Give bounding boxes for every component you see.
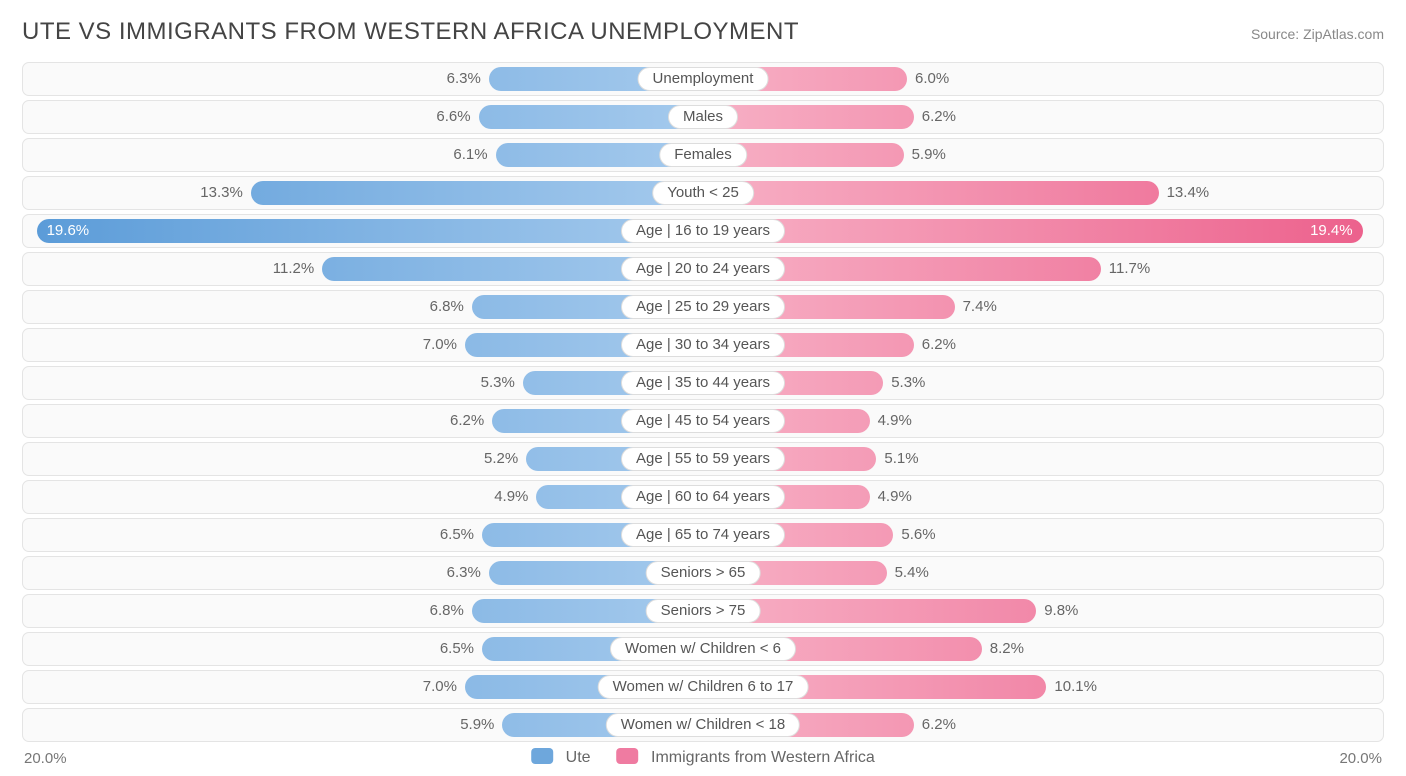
row-label: Age | 35 to 44 years (621, 371, 785, 395)
row-label: Age | 16 to 19 years (621, 219, 785, 243)
legend-label-left: Ute (566, 749, 591, 766)
value-left: 13.3% (200, 177, 243, 209)
value-right: 6.2% (922, 329, 956, 361)
chart-row: 5.3% 5.3% Age | 35 to 44 years (22, 366, 1384, 400)
row-label: Males (668, 105, 738, 129)
chart-row: 6.3% 5.4% Seniors > 65 (22, 556, 1384, 590)
row-label: Women w/ Children 6 to 17 (598, 675, 809, 699)
legend: Ute Immigrants from Western Africa (531, 748, 875, 767)
value-right: 5.3% (891, 367, 925, 399)
value-right: 5.4% (895, 557, 929, 589)
chart-row: 6.8% 9.8% Seniors > 75 (22, 594, 1384, 628)
value-left: 7.0% (423, 671, 457, 703)
chart-row: 6.2% 4.9% Age | 45 to 54 years (22, 404, 1384, 438)
value-left: 6.6% (436, 101, 470, 133)
value-right: 4.9% (878, 481, 912, 513)
chart-row: 7.0% 10.1% Women w/ Children 6 to 17 (22, 670, 1384, 704)
value-left: 6.8% (430, 291, 464, 323)
bar-right (703, 181, 1159, 205)
row-label: Females (659, 143, 747, 167)
chart-row: 13.3% 13.4% Youth < 25 (22, 176, 1384, 210)
value-left: 5.3% (481, 367, 515, 399)
row-label: Youth < 25 (652, 181, 754, 205)
value-right: 5.9% (912, 139, 946, 171)
row-label: Women w/ Children < 6 (610, 637, 796, 661)
row-label: Age | 60 to 64 years (621, 485, 785, 509)
value-left: 6.8% (430, 595, 464, 627)
value-left: 4.9% (494, 481, 528, 513)
legend-label-right: Immigrants from Western Africa (651, 749, 875, 766)
row-label: Unemployment (638, 67, 769, 91)
row-label: Age | 65 to 74 years (621, 523, 785, 547)
value-right: 7.4% (963, 291, 997, 323)
value-right: 5.6% (901, 519, 935, 551)
legend-item-left: Ute (531, 748, 590, 767)
value-left: 6.2% (450, 405, 484, 437)
value-right: 8.2% (990, 633, 1024, 665)
value-right: 6.2% (922, 709, 956, 741)
chart-row: 5.9% 6.2% Women w/ Children < 18 (22, 708, 1384, 742)
row-label: Seniors > 65 (646, 561, 761, 585)
row-label: Age | 55 to 59 years (621, 447, 785, 471)
row-label: Age | 45 to 54 years (621, 409, 785, 433)
legend-swatch-left (531, 748, 553, 764)
value-left: 6.3% (447, 557, 481, 589)
legend-swatch-right (617, 748, 639, 764)
value-left: 11.2% (273, 253, 314, 285)
chart-row: 5.2% 5.1% Age | 55 to 59 years (22, 442, 1384, 476)
row-label: Age | 30 to 34 years (621, 333, 785, 357)
chart-row: 7.0% 6.2% Age | 30 to 34 years (22, 328, 1384, 362)
chart-row: 6.1% 5.9% Females (22, 138, 1384, 172)
chart-row: 6.5% 8.2% Women w/ Children < 6 (22, 632, 1384, 666)
chart-row: 6.5% 5.6% Age | 65 to 74 years (22, 518, 1384, 552)
value-right: 6.0% (915, 63, 949, 95)
value-right: 19.4% (1310, 215, 1363, 247)
value-right: 11.7% (1109, 253, 1150, 285)
chart-rows: 6.3% 6.0% Unemployment 6.6% 6.2% Males 6.1% 5.9… (22, 62, 1384, 742)
row-label: Age | 20 to 24 years (621, 257, 785, 281)
chart-footer: 20.0% Ute Immigrants from Western Africa… (22, 748, 1384, 776)
value-left: 5.9% (460, 709, 494, 741)
row-label: Women w/ Children < 18 (606, 713, 800, 737)
bar-right (703, 219, 1363, 243)
value-right: 13.4% (1167, 177, 1210, 209)
chart-row: 11.2% 11.7% Age | 20 to 24 years (22, 252, 1384, 286)
chart-row: 4.9% 4.9% Age | 60 to 64 years (22, 480, 1384, 514)
chart-row: 19.6% 19.4% Age | 16 to 19 years (22, 214, 1384, 248)
chart-title: UTE VS IMMIGRANTS FROM WESTERN AFRICA UN… (22, 18, 799, 46)
value-right: 4.9% (878, 405, 912, 437)
value-left: 6.3% (447, 63, 481, 95)
value-right: 9.8% (1044, 595, 1078, 627)
source-label: Source: ZipAtlas.com (1251, 26, 1384, 42)
header: UTE VS IMMIGRANTS FROM WESTERN AFRICA UN… (22, 18, 1384, 46)
value-right: 10.1% (1054, 671, 1097, 703)
value-right: 5.1% (884, 443, 918, 475)
axis-max-left: 20.0% (24, 750, 67, 767)
legend-item-right: Immigrants from Western Africa (617, 748, 875, 767)
bar-left (37, 219, 703, 243)
value-left: 19.6% (37, 215, 90, 247)
bar-left (251, 181, 703, 205)
chart-row: 6.8% 7.4% Age | 25 to 29 years (22, 290, 1384, 324)
axis-max-right: 20.0% (1339, 750, 1382, 767)
value-left: 5.2% (484, 443, 518, 475)
value-left: 6.5% (440, 519, 474, 551)
value-left: 6.5% (440, 633, 474, 665)
value-right: 6.2% (922, 101, 956, 133)
row-label: Seniors > 75 (646, 599, 761, 623)
chart-row: 6.6% 6.2% Males (22, 100, 1384, 134)
chart-row: 6.3% 6.0% Unemployment (22, 62, 1384, 96)
value-left: 6.1% (453, 139, 487, 171)
row-label: Age | 25 to 29 years (621, 295, 785, 319)
value-left: 7.0% (423, 329, 457, 361)
